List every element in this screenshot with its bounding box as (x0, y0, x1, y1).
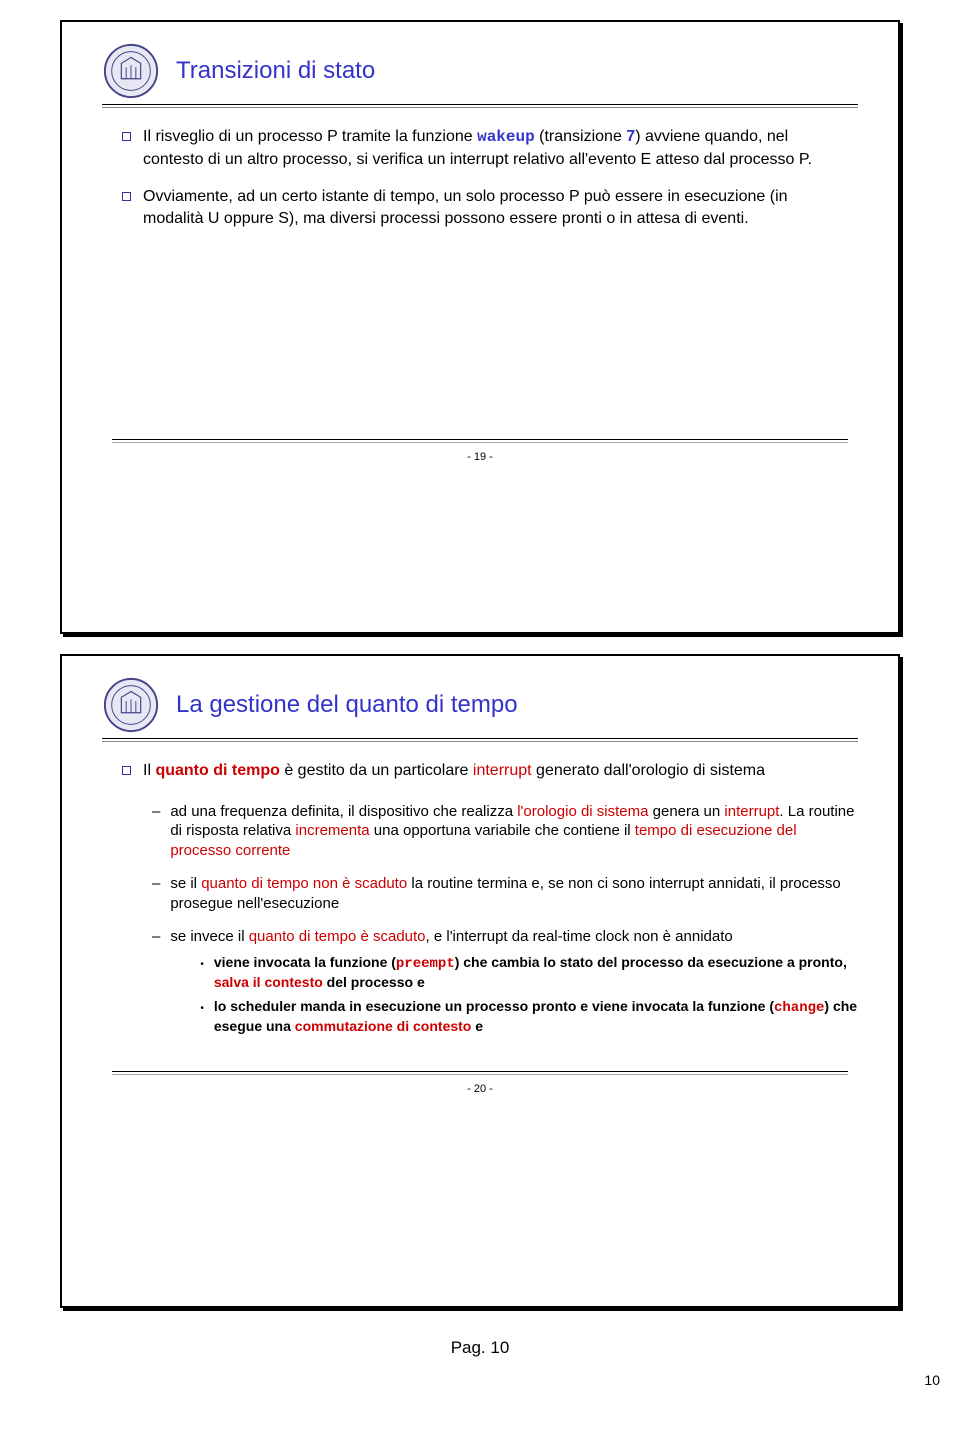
keyword-red: interrupt (724, 803, 779, 820)
keyword-interrupt: interrupt (473, 762, 532, 779)
title-underline (102, 104, 858, 105)
slide-1: Transizioni di stato Il risveglio di un … (60, 20, 900, 634)
slide-2: La gestione del quanto di tempo Il quant… (60, 654, 900, 1308)
bullet-square-icon (122, 766, 131, 775)
text-segment: genera un (648, 803, 724, 820)
dot-icon: • (200, 1002, 204, 1015)
dash-icon: – (152, 928, 160, 945)
text-segment: , e l'interrupt da real-time clock non è… (426, 928, 733, 945)
slide-title: La gestione del quanto di tempo (176, 691, 518, 719)
keyword-preempt: preempt (396, 956, 455, 972)
slide-header: La gestione del quanto di tempo (102, 676, 858, 734)
text-segment: Il risveglio di un processo P tramite la… (143, 128, 477, 145)
sub-bullet-list: – ad una frequenza definita, il disposit… (152, 802, 858, 1042)
text-segment: lo scheduler manda in esecuzione un proc… (214, 998, 774, 1014)
bullet-list: Il risveglio di un processo P tramite la… (122, 126, 848, 229)
text-segment: generato dall'orologio di sistema (532, 762, 765, 779)
slide-title: Transizioni di stato (176, 57, 375, 85)
subsub-text: viene invocata la funzione (preempt) che… (214, 953, 858, 991)
page-footer: Pag. 10 (0, 1338, 960, 1358)
text-segment: una opportuna variabile che contiene il (370, 822, 635, 839)
text-bold: cambia lo stato (491, 954, 593, 970)
keyword-quanto: quanto di tempo (155, 762, 279, 779)
footer-divider (112, 1071, 848, 1075)
text-segment: ad una frequenza definita, il dispositiv… (170, 803, 517, 820)
title-underline-2 (102, 741, 858, 742)
title-underline-2 (102, 107, 858, 108)
keyword-red: commutazione di contesto (295, 1018, 472, 1034)
text-segment: è gestito da un particolare (280, 762, 473, 779)
polimi-logo-icon (102, 676, 160, 734)
subsub-text: lo scheduler manda in esecuzione un proc… (214, 997, 858, 1035)
bullet-square-icon (122, 192, 131, 201)
slide-page-number: - 20 - (102, 1083, 858, 1095)
text-segment: ) che (455, 954, 492, 970)
keyword-red: quanto di tempo non è scaduto (201, 875, 407, 892)
keyword-red: quanto di tempo è scaduto (249, 928, 426, 945)
text-segment: se il (170, 875, 201, 892)
dot-icon: • (200, 958, 204, 971)
slide-header: Transizioni di stato (102, 42, 858, 100)
sub-bullet-text: se il quanto di tempo non è scaduto la r… (170, 874, 858, 913)
bullet-text: Ovviamente, ad un certo istante di tempo… (143, 186, 848, 229)
bullet-text: Il quanto di tempo è gestito da un parti… (143, 760, 765, 782)
keyword-wakeup: wakeup (477, 128, 535, 146)
dash-icon: – (152, 875, 160, 892)
text-segment: viene invocata la funzione ( (214, 954, 396, 970)
bullet-item: Ovviamente, ad un certo istante di tempo… (122, 186, 848, 229)
bullet-text: Il risveglio di un processo P tramite la… (143, 126, 848, 170)
subsub-list: • viene invocata la funzione (preempt) c… (200, 953, 858, 1036)
subsub-item: • lo scheduler manda in esecuzione un pr… (200, 997, 858, 1035)
text-segment: (transizione (535, 128, 627, 145)
slide-page-number: - 19 - (102, 451, 858, 463)
keyword-red: incrementa (295, 822, 369, 839)
sub-bullet-item: – se invece il quanto di tempo è scaduto… (152, 927, 858, 1041)
text-segment: del processo da esecuzione a pronto, (593, 954, 847, 970)
text-segment: e (471, 1018, 483, 1034)
sub-bullet-text: se invece il quanto di tempo è scaduto, … (170, 927, 858, 1041)
keyword-red: salva il contesto (214, 974, 323, 990)
sub-bullet-item: – ad una frequenza definita, il disposit… (152, 802, 858, 861)
subsub-item: • viene invocata la funzione (preempt) c… (200, 953, 858, 991)
text-segment: Il (143, 762, 155, 779)
bullet-list: Il quanto di tempo è gestito da un parti… (122, 760, 848, 782)
footer-divider (112, 439, 848, 443)
title-underline (102, 738, 858, 739)
corner-page-number: 10 (924, 1372, 940, 1388)
polimi-logo-icon (102, 42, 160, 100)
bullet-item: Il quanto di tempo è gestito da un parti… (122, 760, 848, 782)
bullet-square-icon (122, 132, 131, 141)
keyword-seven: 7 (626, 128, 635, 145)
text-segment: se invece il (170, 928, 248, 945)
keyword-red: l'orologio di sistema (517, 803, 648, 820)
text-segment: del processo e (323, 974, 425, 990)
bullet-item: Il risveglio di un processo P tramite la… (122, 126, 848, 170)
dash-icon: – (152, 803, 160, 820)
sub-bullet-text: ad una frequenza definita, il dispositiv… (170, 802, 858, 861)
keyword-change: change (774, 1000, 824, 1016)
sub-bullet-item: – se il quanto di tempo non è scaduto la… (152, 874, 858, 913)
